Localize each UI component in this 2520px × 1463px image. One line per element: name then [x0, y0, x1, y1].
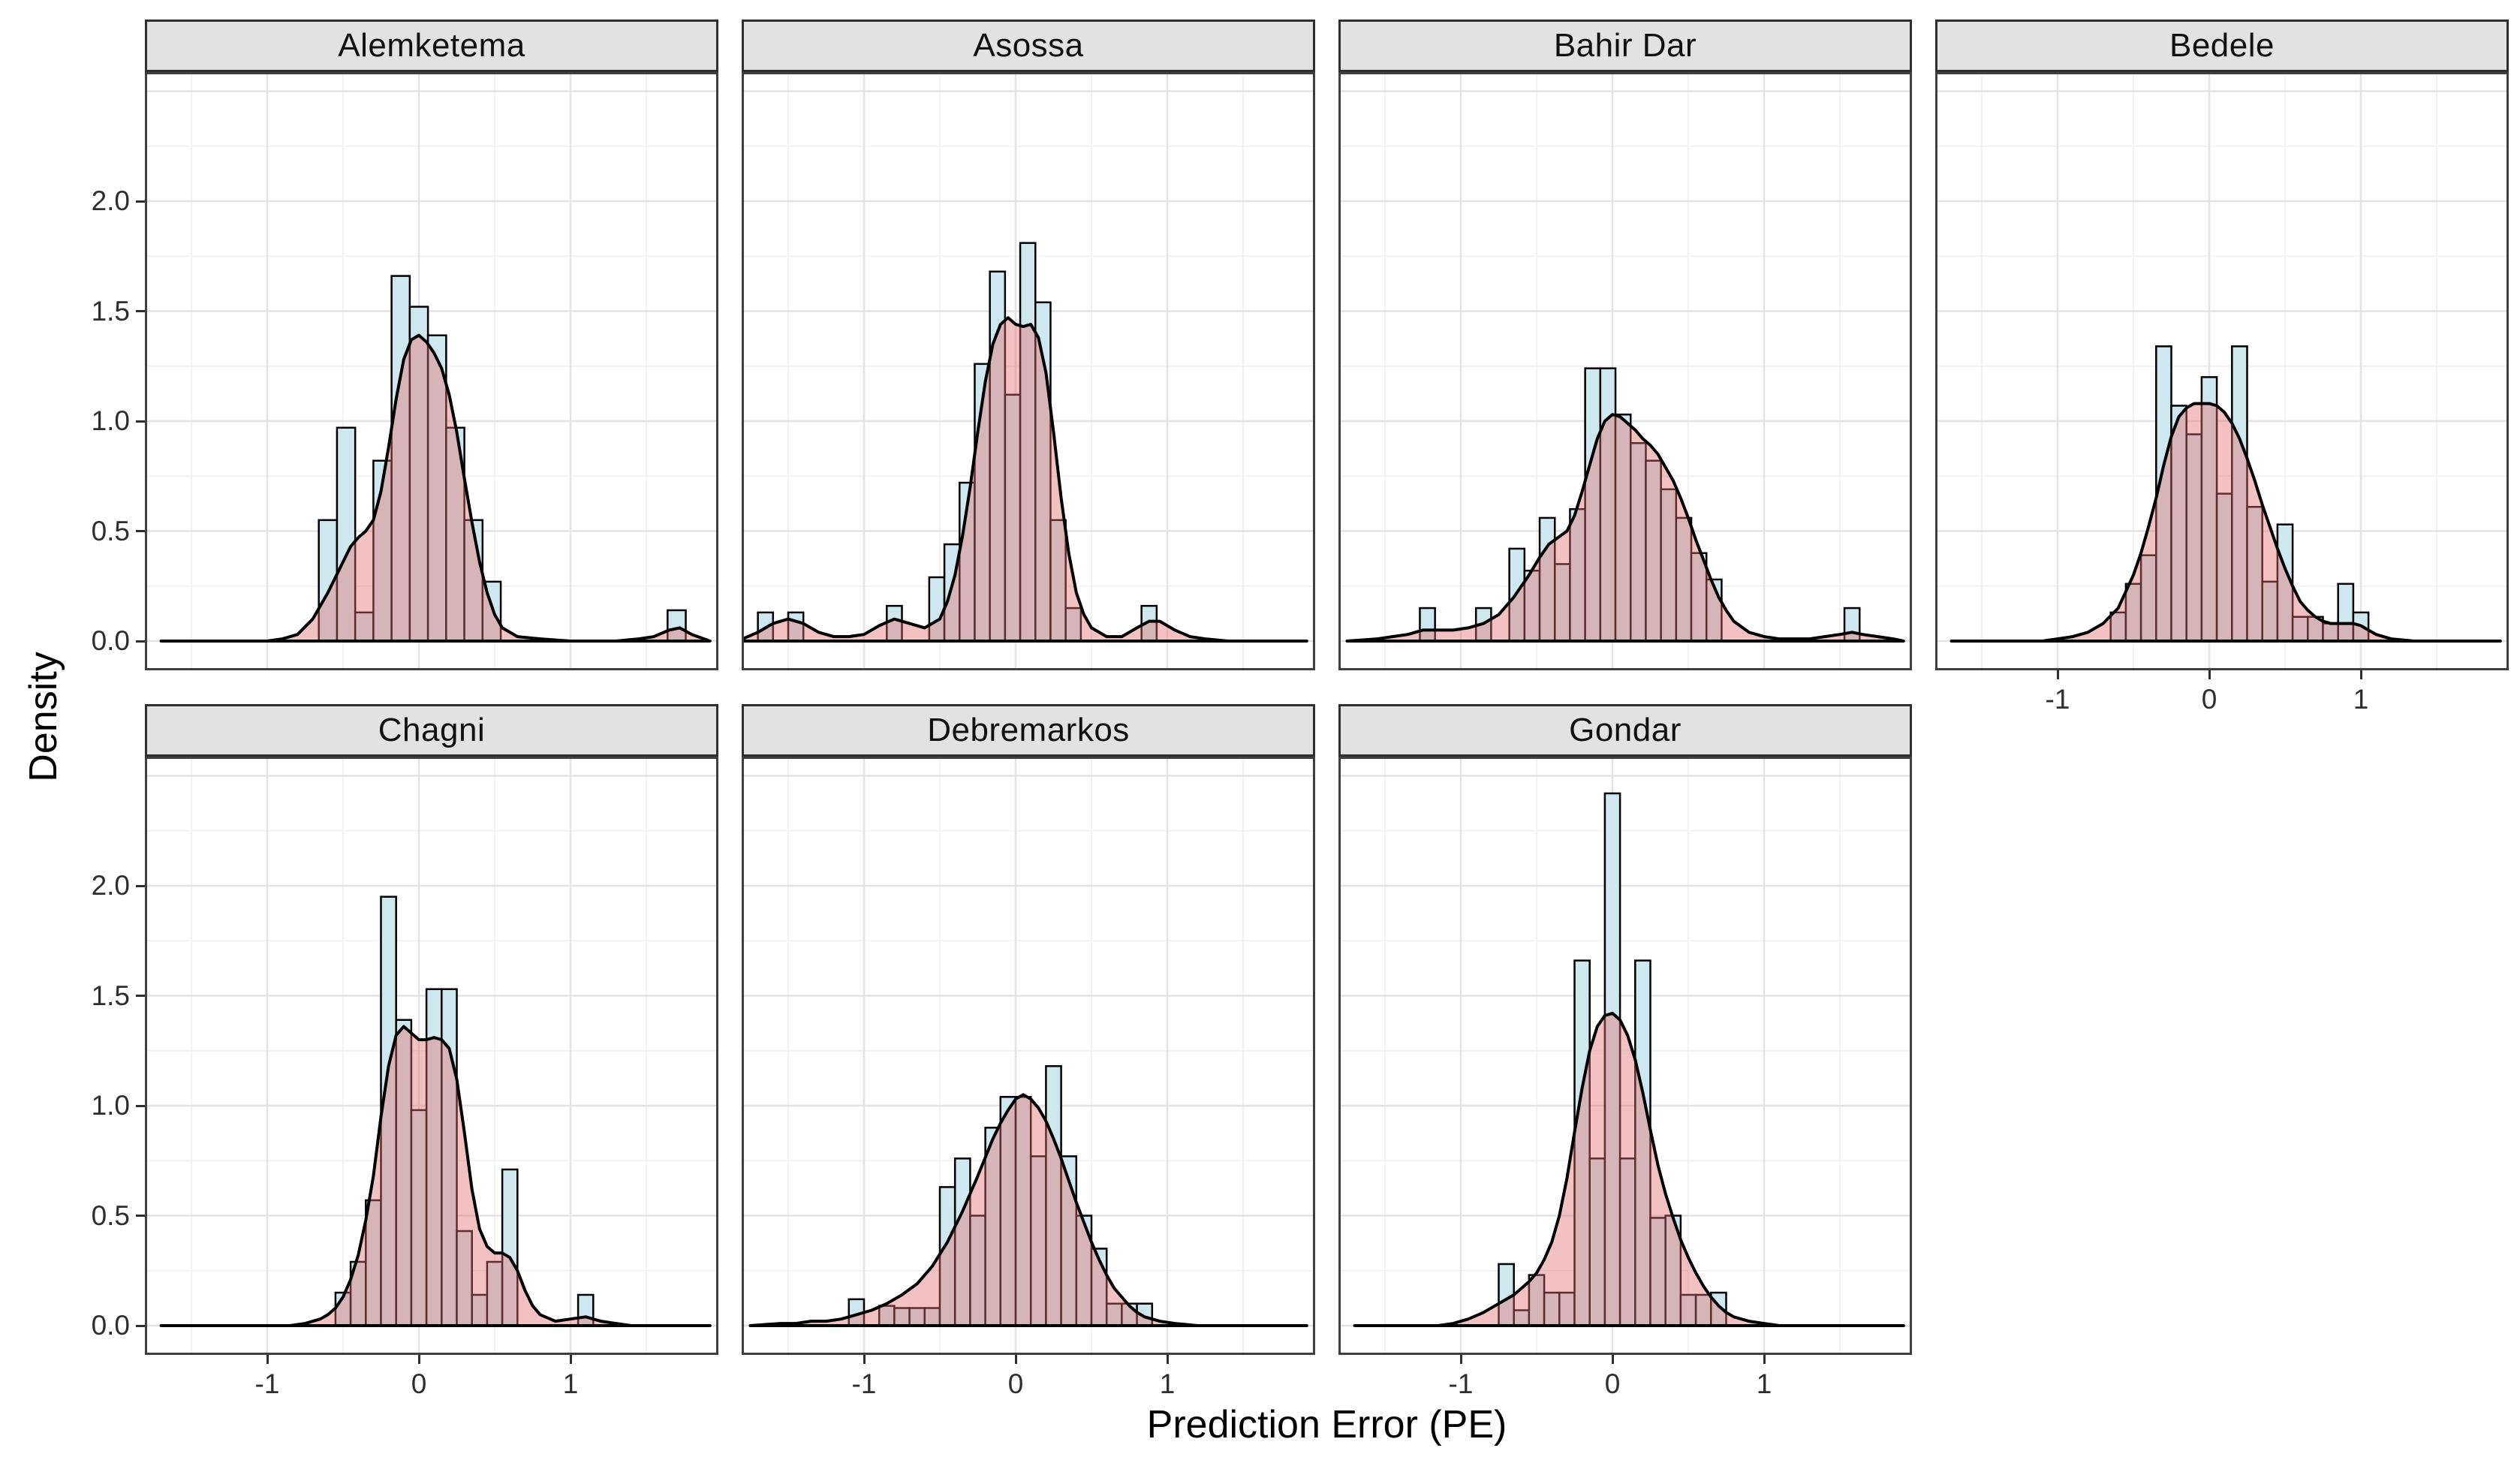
- y-tick-mark: [136, 420, 145, 423]
- x-tick-label: -1: [2045, 684, 2070, 715]
- y-tick-label: 2.0: [91, 870, 130, 901]
- facet-strip-label: Asossa: [973, 27, 1084, 64]
- x-tick-label: 1: [2353, 684, 2369, 715]
- facet-strip-chagni: Chagni: [145, 704, 718, 757]
- x-axis-title: Prediction Error (PE): [1146, 1403, 1507, 1446]
- x-tick-mark: [1459, 1355, 1462, 1364]
- y-tick-label: 0.5: [91, 1200, 130, 1231]
- facet-strip-label: Alemketema: [338, 27, 525, 64]
- facet-strip-bedele: Bedele: [1935, 20, 2509, 72]
- y-tick-mark: [136, 884, 145, 887]
- facet-panel-chagni: [145, 757, 718, 1355]
- y-tick-mark: [136, 200, 145, 203]
- x-tick-mark: [863, 1355, 866, 1364]
- histogram-bar: [390, 275, 411, 643]
- panel-border: [145, 72, 718, 670]
- density-curve: [159, 333, 712, 643]
- x-tick-mark: [266, 1355, 269, 1364]
- histogram-bar: [463, 519, 484, 643]
- x-tick-mark: [1166, 1355, 1169, 1364]
- density-curve: [1345, 413, 1905, 643]
- x-tick-mark: [2056, 670, 2059, 679]
- histogram-bar: [336, 426, 357, 643]
- y-tick-label: 1.0: [91, 405, 130, 436]
- y-tick-mark: [136, 1324, 145, 1327]
- y-axis-title: Density: [22, 652, 65, 782]
- y-tick-mark: [136, 1104, 145, 1107]
- panel-border: [742, 72, 1315, 670]
- x-tick-label: -1: [254, 1368, 280, 1399]
- y-tick-mark: [136, 640, 145, 643]
- x-tick-label: -1: [1448, 1368, 1474, 1399]
- facet-strip-label: Gondar: [1569, 712, 1682, 748]
- x-tick-label: -1: [851, 1368, 877, 1399]
- x-tick-label: 1: [1159, 1368, 1176, 1399]
- y-tick-label: 0.5: [91, 515, 130, 546]
- density-curve: [1949, 402, 2502, 643]
- histogram-bar: [426, 334, 447, 643]
- panel-border: [1935, 72, 2509, 670]
- y-tick-mark: [136, 1215, 145, 1217]
- facet-panel-asossa: [742, 72, 1315, 670]
- facet-panel-gondar: [1338, 757, 1912, 1355]
- facet-strip-debremarkos: Debremarkos: [742, 704, 1315, 757]
- facet-strip-label: Bedele: [2169, 27, 2275, 64]
- x-tick-mark: [417, 1355, 420, 1364]
- y-tick-label: 0.0: [91, 1310, 130, 1341]
- facet-strip-asossa: Asossa: [742, 20, 1315, 72]
- x-tick-label: 1: [1756, 1368, 1772, 1399]
- y-tick-label: 1.0: [91, 1090, 130, 1121]
- y-tick-mark: [136, 995, 145, 997]
- x-tick-label: 0: [2201, 684, 2217, 715]
- x-tick-label: 0: [1007, 1368, 1024, 1399]
- panel-border: [742, 757, 1315, 1355]
- facet-strip-label: Bahir Dar: [1553, 27, 1697, 64]
- x-tick-mark: [2208, 670, 2211, 679]
- x-tick-label: 1: [562, 1368, 579, 1399]
- facet-strip-gondar: Gondar: [1338, 704, 1912, 757]
- x-tick-mark: [569, 1355, 572, 1364]
- x-tick-label: 0: [1604, 1368, 1621, 1399]
- x-tick-mark: [1611, 1355, 1614, 1364]
- panel-border: [145, 757, 718, 1355]
- histogram-bar: [667, 609, 687, 643]
- facet-panel-bahir-dar: [1338, 72, 1912, 670]
- y-tick-mark: [136, 530, 145, 532]
- facet-panel-bedele: [1935, 72, 2509, 670]
- panel-border: [1338, 72, 1912, 670]
- facet-strip-bahir-dar: Bahir Dar: [1338, 20, 1912, 72]
- y-tick-label: 0.0: [91, 625, 130, 656]
- facet-strip-label: Chagni: [378, 712, 486, 748]
- y-tick-mark: [136, 310, 145, 312]
- x-tick-mark: [1763, 1355, 1766, 1364]
- panel-border: [1338, 757, 1912, 1355]
- x-tick-mark: [1014, 1355, 1017, 1364]
- density-curve: [159, 1025, 712, 1327]
- y-tick-label: 1.5: [91, 295, 130, 327]
- facet-strip-alemketema: Alemketema: [145, 20, 718, 72]
- density-curve: [1353, 1011, 1905, 1327]
- x-tick-label: 0: [411, 1368, 427, 1399]
- histogram-bar: [481, 580, 502, 643]
- density-curve: [742, 316, 1308, 643]
- facet-panel-alemketema: [145, 72, 718, 670]
- facet-strip-label: Debremarkos: [927, 712, 1130, 748]
- facet-panel-debremarkos: [742, 757, 1315, 1355]
- y-tick-label: 1.5: [91, 980, 130, 1011]
- density-curve: [748, 1093, 1308, 1327]
- y-tick-label: 2.0: [91, 185, 130, 216]
- x-tick-mark: [2359, 670, 2362, 679]
